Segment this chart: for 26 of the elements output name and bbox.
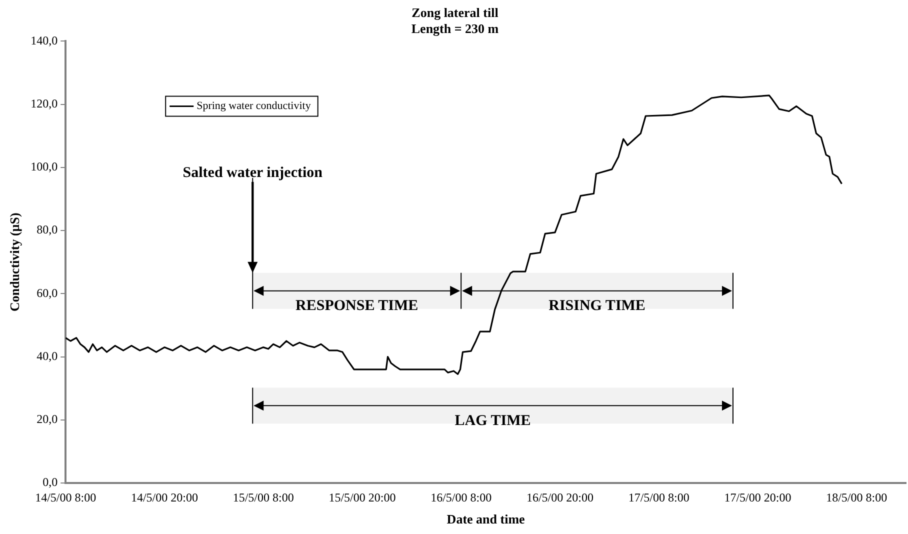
band-label: LAG TIME: [454, 413, 531, 430]
y-tick-label: 20,0: [36, 412, 58, 426]
y-tick-label: 120,0: [30, 96, 58, 110]
band-label: RESPONSE TIME: [296, 298, 418, 314]
legend-label: Spring water conductivity: [196, 100, 312, 112]
chart-subtitle: Length = 230 m: [411, 20, 499, 36]
x-axis-title: Date and time: [446, 512, 526, 527]
x-tick-label: 14/5/00 20:00: [130, 490, 198, 504]
y-axis-title: Conductivity (µS): [7, 212, 22, 312]
x-tick-label: 17/5/00 20:00: [724, 490, 792, 504]
x-tick-label: 16/5/00 8:00: [430, 490, 492, 504]
x-tick-label: 15/5/00 20:00: [328, 490, 396, 504]
x-tick-label: 16/5/00 20:00: [526, 490, 594, 504]
y-tick-label: 80,0: [36, 222, 58, 237]
ref-line-label: Salted water injection: [182, 165, 324, 182]
chart-title: Zong lateral till: [412, 5, 499, 20]
y-tick-label: 0,0: [42, 475, 58, 490]
x-tick-label: 15/5/00 8:00: [232, 490, 294, 504]
x-tick-label: 18/5/00 8:00: [826, 490, 888, 504]
x-tick-label: 17/5/00 8:00: [628, 490, 690, 504]
y-tick-label: 140,0: [30, 33, 58, 48]
band-label: RISING TIME: [548, 298, 646, 314]
y-tick-label: 40,0: [36, 348, 58, 363]
y-tick-label: 100,0: [30, 160, 58, 174]
x-tick-label: 14/5/00 8:00: [35, 490, 96, 504]
y-tick-label: 60,0: [36, 286, 58, 300]
